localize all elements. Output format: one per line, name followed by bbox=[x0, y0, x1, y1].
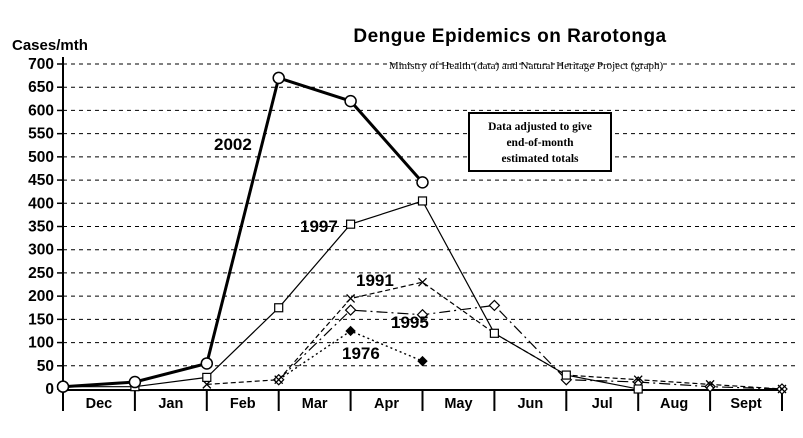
marker-x-cross-1991 bbox=[705, 379, 715, 389]
x-month-label: Jul bbox=[592, 396, 613, 412]
x-month-label: Dec bbox=[86, 396, 113, 412]
annotation-box: Data adjusted to give end-of-month estim… bbox=[468, 112, 612, 172]
series-line-1995 bbox=[278, 304, 783, 390]
y-tick-label: 650 bbox=[28, 79, 54, 96]
marker-open-circle-2002 bbox=[416, 176, 429, 189]
x-month-label: Feb bbox=[230, 396, 256, 412]
x-month-label: Apr bbox=[374, 396, 399, 412]
y-tick-label: 700 bbox=[28, 56, 54, 73]
y-tick-label: 200 bbox=[28, 288, 54, 305]
marker-open-diamond-1995 bbox=[416, 308, 429, 321]
y-tick-label: 550 bbox=[28, 126, 54, 143]
x-month-label: Jun bbox=[517, 396, 543, 412]
marker-filled-diamond-1976 bbox=[345, 325, 356, 337]
y-tick-label: 50 bbox=[37, 358, 54, 375]
y-tick-label: 250 bbox=[28, 265, 54, 282]
marker-open-circle-2002 bbox=[272, 71, 285, 85]
marker-open-square-1997 bbox=[202, 372, 212, 382]
series-line-1991 bbox=[206, 281, 783, 390]
series-label-1997: 1997 bbox=[300, 217, 338, 236]
marker-x-cross-1991 bbox=[418, 277, 427, 287]
y-tick-label: 400 bbox=[28, 195, 54, 212]
marker-open-circle-2002 bbox=[344, 94, 357, 108]
x-month-label: Mar bbox=[302, 396, 328, 412]
series-2002 bbox=[56, 71, 429, 393]
series-line-2002 bbox=[62, 75, 424, 389]
y-tick-label: 0 bbox=[45, 381, 54, 398]
marker-open-square-1997 bbox=[561, 370, 571, 380]
series-label-1976: 1976 bbox=[342, 344, 380, 363]
marker-open-circle-2002 bbox=[128, 375, 142, 389]
y-tick-label: 350 bbox=[28, 219, 54, 236]
x-month-label: Sept bbox=[730, 396, 762, 412]
y-tick-label: 100 bbox=[28, 335, 54, 352]
y-axis-title: Cases/mth bbox=[12, 37, 88, 54]
marker-x-cross-1991 bbox=[274, 375, 284, 385]
marker-open-square-1997 bbox=[489, 328, 499, 338]
x-month-label: Aug bbox=[660, 396, 688, 412]
marker-x-cross-1991 bbox=[633, 375, 643, 385]
y-tick-label: 150 bbox=[28, 311, 54, 328]
x-month-label: May bbox=[444, 396, 472, 412]
marker-open-circle-2002 bbox=[200, 357, 214, 370]
marker-x-cross-1991 bbox=[346, 294, 356, 303]
x-month-label: Jan bbox=[158, 396, 183, 412]
series-label-1991: 1991 bbox=[356, 271, 394, 290]
marker-open-diamond-1995 bbox=[488, 299, 501, 312]
series-label-2002: 2002 bbox=[214, 135, 252, 154]
y-tick-label: 450 bbox=[28, 172, 54, 189]
marker-open-square-1997 bbox=[633, 384, 643, 394]
chart-title: Dengue Epidemics on Rarotonga bbox=[353, 26, 667, 47]
annotation-line-2: end-of-month bbox=[506, 137, 574, 149]
marker-open-square-1997 bbox=[274, 303, 284, 313]
marker-open-circle-2002 bbox=[56, 380, 70, 393]
series-label-1995: 1995 bbox=[391, 313, 429, 332]
annotation-line-3: estimated totals bbox=[501, 153, 579, 165]
marker-open-square-1997 bbox=[346, 219, 356, 229]
annotation-line-1: Data adjusted to give bbox=[488, 121, 592, 133]
marker-x-cross-1991 bbox=[777, 384, 787, 394]
marker-open-diamond-1995 bbox=[344, 304, 357, 316]
y-tick-label: 300 bbox=[28, 242, 54, 259]
y-tick-label: 600 bbox=[28, 102, 54, 119]
marker-open-square-1997 bbox=[417, 196, 428, 206]
chart-subtitle: Ministry of Health (data) and Natural He… bbox=[388, 60, 664, 72]
marker-filled-diamond-1976 bbox=[417, 355, 428, 367]
y-tick-label: 500 bbox=[28, 149, 54, 166]
